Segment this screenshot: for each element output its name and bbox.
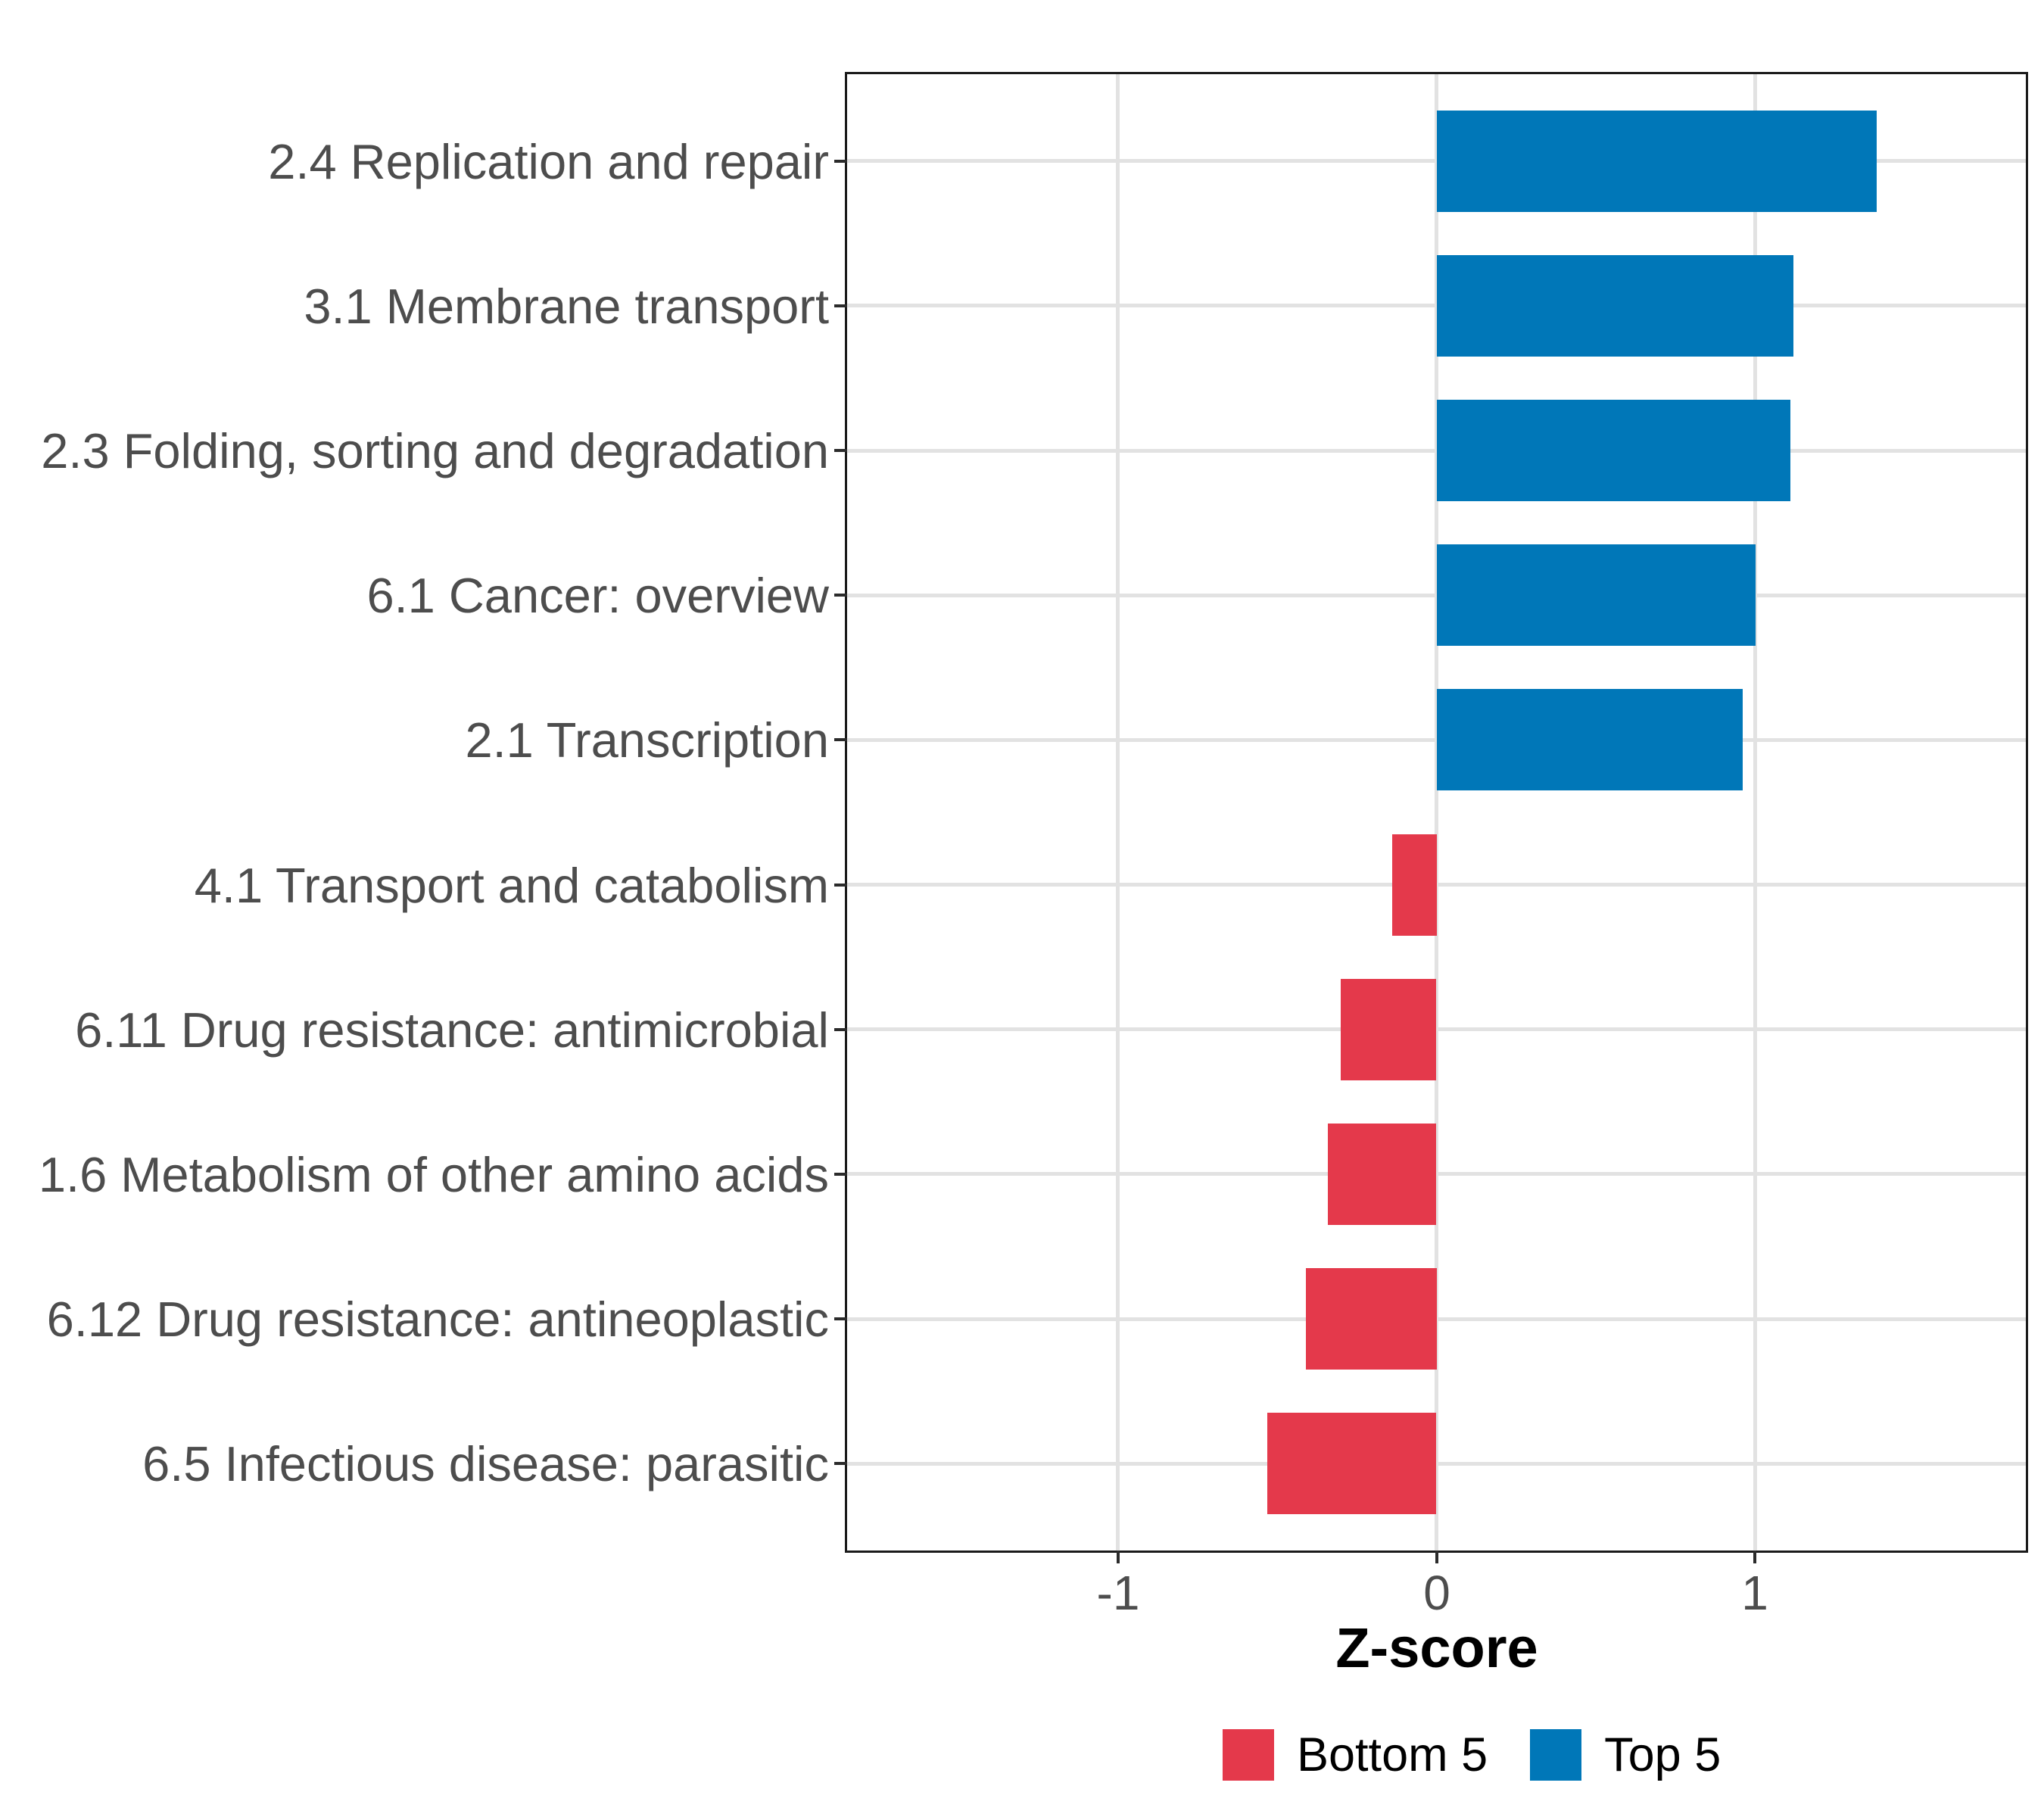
bar-bottom5: [1328, 1124, 1436, 1225]
y-tick-mark: [834, 1462, 847, 1465]
bar-bottom5: [1341, 979, 1436, 1080]
x-tick-label: -1: [1096, 1566, 1140, 1620]
y-axis-label: 6.11 Drug resistance: antimicrobial: [75, 1002, 829, 1058]
y-axis-label: 6.5 Infectious disease: parasitic: [142, 1436, 829, 1491]
bar-bottom5: [1392, 834, 1437, 936]
legend-key-bottom5-swatch: [1223, 1729, 1274, 1781]
x-axis-title: Z-score: [1335, 1616, 1538, 1679]
legend-label-bottom5: Bottom 5: [1297, 1728, 1488, 1781]
x-tick-mark: [1753, 1551, 1756, 1563]
y-axis-label: 2.3 Folding, sorting and degradation: [41, 423, 829, 478]
x-tick-mark: [1117, 1551, 1120, 1563]
legend: Bottom 5 Top 5: [1223, 1729, 1721, 1781]
bar-top5: [1437, 689, 1743, 790]
x-gridline: [1435, 74, 1438, 1551]
y-tick-mark: [834, 1173, 847, 1176]
x-tick-label: 0: [1423, 1566, 1450, 1620]
bar-bottom5: [1267, 1413, 1436, 1514]
x-gridline: [1753, 74, 1757, 1551]
y-axis-label: 4.1 Transport and catabolism: [194, 858, 829, 913]
x-gridline: [1116, 74, 1120, 1551]
plot-panel-border: [845, 72, 2028, 1553]
y-tick-mark: [834, 884, 847, 887]
y-axis-label: 2.1 Transcription: [465, 712, 829, 768]
legend-item-top5: Top 5: [1530, 1729, 1721, 1781]
bar-top5: [1437, 255, 1793, 357]
x-tick-label: 1: [1741, 1566, 1768, 1620]
y-axis-label: 6.12 Drug resistance: antineoplastic: [46, 1292, 829, 1347]
legend-key-top5-swatch: [1530, 1729, 1582, 1781]
bar-top5: [1437, 400, 1790, 501]
bar-top5: [1437, 544, 1756, 646]
x-tick-mark: [1435, 1551, 1438, 1563]
y-tick-mark: [834, 594, 847, 597]
y-tick-mark: [834, 1028, 847, 1031]
legend-item-bottom5: Bottom 5: [1223, 1729, 1488, 1781]
y-axis-label: 1.6 Metabolism of other amino acids: [38, 1147, 829, 1202]
y-axis-label: 2.4 Replication and repair: [268, 134, 829, 189]
y-tick-mark: [834, 449, 847, 452]
bar-top5: [1437, 111, 1877, 212]
y-tick-mark: [834, 304, 847, 307]
y-axis-label: 6.1 Cancer: overview: [366, 568, 829, 623]
y-tick-mark: [834, 160, 847, 163]
bar-bottom5: [1306, 1268, 1437, 1370]
legend-label-top5: Top 5: [1604, 1728, 1722, 1781]
y-axis-label: 3.1 Membrane transport: [304, 279, 829, 334]
y-tick-mark: [834, 738, 847, 741]
y-tick-mark: [834, 1317, 847, 1320]
